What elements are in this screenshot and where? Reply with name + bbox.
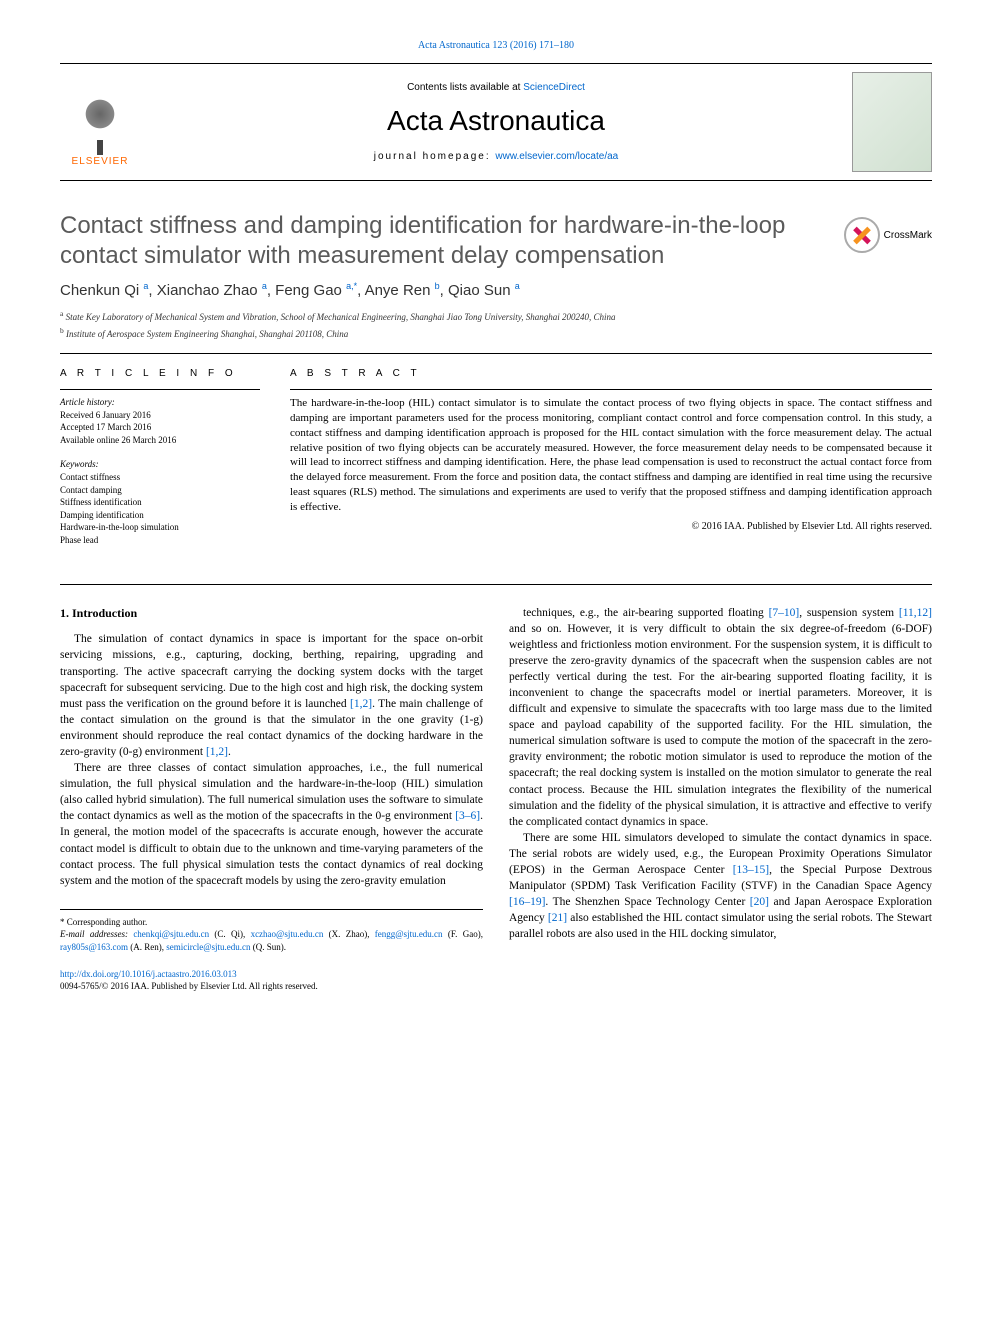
- divider: [290, 389, 932, 390]
- affiliation-a: a State Key Laboratory of Mechanical Sys…: [60, 309, 932, 322]
- keyword: Stiffness identification: [60, 496, 260, 509]
- reference-link[interactable]: [1,2]: [206, 746, 228, 758]
- homepage-line: journal homepage: www.elsevier.com/locat…: [140, 151, 852, 162]
- publisher-logo: ELSEVIER: [60, 77, 140, 167]
- reference-link[interactable]: [1,2]: [350, 698, 372, 710]
- email-link[interactable]: xczhao@sjtu.edu.cn: [251, 929, 324, 939]
- abstract-heading: A B S T R A C T: [290, 368, 932, 379]
- email-addresses: E-mail addresses: chenkqi@sjtu.edu.cn (C…: [60, 928, 483, 953]
- email-owner: (X. Zhao),: [323, 929, 374, 939]
- keywords-label: Keywords:: [60, 458, 260, 471]
- body-paragraph: There are some HIL simulators developed …: [509, 830, 932, 943]
- abstract-text: The hardware-in-the-loop (HIL) contact s…: [290, 396, 932, 515]
- keyword: Hardware-in-the-loop simulation: [60, 521, 260, 534]
- body-paragraph: There are three classes of contact simul…: [60, 760, 483, 889]
- reference-link[interactable]: [16–19]: [509, 896, 545, 908]
- keyword: Damping identification: [60, 509, 260, 522]
- body-paragraph: The simulation of contact dynamics in sp…: [60, 631, 483, 760]
- reference-link[interactable]: [21]: [548, 912, 567, 924]
- footnotes: * Corresponding author. E-mail addresses…: [60, 909, 483, 954]
- citation-link[interactable]: Acta Astronautica 123 (2016) 171–180: [418, 40, 574, 51]
- keywords-block: Keywords: Contact stiffness Contact damp…: [60, 458, 260, 546]
- article-info-heading: A R T I C L E I N F O: [60, 368, 260, 379]
- citation-line: Acta Astronautica 123 (2016) 171–180: [60, 40, 932, 51]
- keyword: Phase lead: [60, 534, 260, 547]
- title-row: Contact stiffness and damping identifica…: [60, 211, 932, 271]
- history-label: Article history:: [60, 396, 260, 409]
- section-number: 1.: [60, 606, 69, 620]
- sciencedirect-link[interactable]: ScienceDirect: [523, 82, 585, 93]
- masthead-center: Contents lists available at ScienceDirec…: [140, 82, 852, 162]
- doi-link[interactable]: http://dx.doi.org/10.1016/j.actaastro.20…: [60, 969, 237, 979]
- reference-link[interactable]: [3–6]: [455, 810, 480, 822]
- footer-meta: http://dx.doi.org/10.1016/j.actaastro.20…: [60, 968, 483, 993]
- article-info: A R T I C L E I N F O Article history: R…: [60, 368, 260, 559]
- journal-cover-thumbnail: [852, 72, 932, 172]
- crossmark-label: CrossMark: [884, 230, 932, 241]
- divider: [60, 584, 932, 585]
- accepted-date: Accepted 17 March 2016: [60, 421, 260, 434]
- email-link[interactable]: ray805s@163.com: [60, 942, 128, 952]
- elsevier-tree-icon: [70, 90, 130, 150]
- homepage-prefix: journal homepage:: [374, 151, 496, 162]
- section-title: Introduction: [72, 606, 137, 620]
- email-owner: (C. Qi),: [209, 929, 250, 939]
- affiliations: a State Key Laboratory of Mechanical Sys…: [60, 309, 932, 339]
- right-column: techniques, e.g., the air-bearing suppor…: [509, 605, 932, 993]
- reference-link[interactable]: [7–10]: [769, 607, 800, 619]
- online-date: Available online 26 March 2016: [60, 434, 260, 447]
- keyword: Contact stiffness: [60, 471, 260, 484]
- homepage-link[interactable]: www.elsevier.com/locate/aa: [495, 151, 618, 162]
- authors: Chenkun Qi a, Xianchao Zhao a, Feng Gao …: [60, 281, 932, 299]
- affiliation-b: b Institute of Aerospace System Engineer…: [60, 326, 932, 339]
- issn-copyright: 0094-5765/© 2016 IAA. Published by Elsev…: [60, 980, 483, 993]
- affiliation-text: State Key Laboratory of Mechanical Syste…: [66, 312, 616, 322]
- email-owner: (A. Ren),: [128, 942, 166, 952]
- received-date: Received 6 January 2016: [60, 409, 260, 422]
- reference-link[interactable]: [11,12]: [899, 607, 932, 619]
- email-link[interactable]: fengg@sjtu.edu.cn: [375, 929, 443, 939]
- page: Acta Astronautica 123 (2016) 171–180 ELS…: [0, 0, 992, 1033]
- corresponding-author: * Corresponding author.: [60, 916, 483, 929]
- journal-title: Acta Astronautica: [140, 105, 852, 137]
- body-paragraph: techniques, e.g., the air-bearing suppor…: [509, 605, 932, 830]
- article-history: Article history: Received 6 January 2016…: [60, 396, 260, 446]
- email-owner: (F. Gao),: [443, 929, 483, 939]
- article-title: Contact stiffness and damping identifica…: [60, 211, 832, 271]
- divider: [60, 353, 932, 354]
- crossmark-badge[interactable]: CrossMark: [844, 217, 932, 253]
- abstract: A B S T R A C T The hardware-in-the-loop…: [290, 368, 932, 559]
- reference-link[interactable]: [13–15]: [733, 864, 769, 876]
- reference-link[interactable]: [20]: [750, 896, 769, 908]
- crossmark-icon: [844, 217, 880, 253]
- contents-prefix: Contents lists available at: [407, 82, 523, 93]
- email-link[interactable]: semicircle@sjtu.edu.cn: [166, 942, 250, 952]
- masthead: ELSEVIER Contents lists available at Sci…: [60, 63, 932, 181]
- abstract-copyright: © 2016 IAA. Published by Elsevier Ltd. A…: [290, 521, 932, 532]
- left-column: 1. Introduction The simulation of contac…: [60, 605, 483, 993]
- body-columns: 1. Introduction The simulation of contac…: [60, 605, 932, 993]
- contents-line: Contents lists available at ScienceDirec…: [140, 82, 852, 93]
- publisher-name: ELSEVIER: [72, 156, 129, 167]
- keyword: Contact damping: [60, 484, 260, 497]
- info-abstract-row: A R T I C L E I N F O Article history: R…: [60, 368, 932, 559]
- email-link[interactable]: chenkqi@sjtu.edu.cn: [133, 929, 209, 939]
- affiliation-text: Institute of Aerospace System Engineerin…: [66, 329, 348, 339]
- emails-label: E-mail addresses:: [60, 929, 133, 939]
- divider: [60, 389, 260, 390]
- email-owner: (Q. Sun).: [251, 942, 287, 952]
- section-heading: 1. Introduction: [60, 605, 483, 622]
